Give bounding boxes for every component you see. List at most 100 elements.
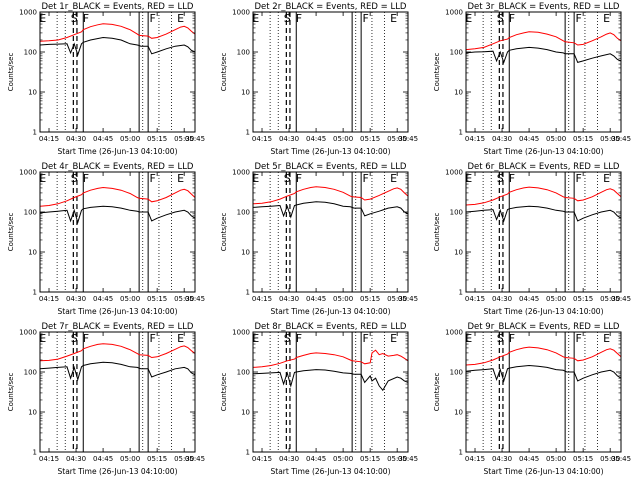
event-mark: E bbox=[603, 12, 610, 25]
event-mark: S bbox=[497, 172, 504, 185]
y-tick-label: 100 bbox=[237, 209, 250, 217]
events-series-line bbox=[465, 205, 622, 223]
y-axis-label: Counts/sec bbox=[433, 53, 441, 92]
x-tick-label: 04:15 bbox=[39, 455, 59, 463]
x-tick-label: 05:30 bbox=[174, 295, 194, 303]
event-mark: S bbox=[284, 332, 291, 345]
event-mark: F bbox=[362, 332, 368, 345]
event-mark: E bbox=[177, 332, 184, 345]
lld-series-line bbox=[39, 23, 196, 42]
y-axis-label: Counts/sec bbox=[433, 213, 441, 252]
events-series-line bbox=[465, 364, 622, 383]
plot-frame bbox=[252, 171, 409, 293]
x-tick-label: 05:30 bbox=[174, 135, 194, 143]
x-tick-label: 05:00 bbox=[333, 455, 353, 463]
lld-series-line bbox=[39, 343, 196, 362]
y-tick-label: 10 bbox=[28, 249, 37, 257]
x-axis-label: Start Time (26-Jun-13 04:10:00) bbox=[58, 307, 178, 316]
x-tick-label: 05:15 bbox=[360, 455, 380, 463]
x-tick-label: 05:15 bbox=[573, 135, 593, 143]
x-tick-label: 05:45 bbox=[185, 295, 205, 303]
plot-frame bbox=[39, 11, 196, 133]
plot-frame bbox=[465, 171, 622, 293]
y-tick-label: 1000 bbox=[445, 329, 463, 337]
y-tick-label: 1 bbox=[33, 129, 37, 137]
event-mark: F bbox=[509, 12, 515, 25]
x-tick-label: 05:00 bbox=[333, 135, 353, 143]
event-mark: S bbox=[497, 332, 504, 345]
event-mark: E bbox=[465, 332, 472, 345]
x-tick-label: 05:15 bbox=[147, 455, 167, 463]
events-series-line bbox=[465, 46, 622, 64]
events-series-line bbox=[39, 205, 196, 225]
event-mark: F bbox=[149, 332, 155, 345]
event-mark: F bbox=[83, 332, 89, 345]
event-mark: F bbox=[296, 12, 302, 25]
y-tick-label: 1 bbox=[33, 449, 37, 457]
y-tick-label: 1000 bbox=[19, 169, 37, 177]
events-series-line bbox=[252, 201, 409, 219]
x-axis-label: Start Time (26-Jun-13 04:10:00) bbox=[271, 467, 391, 476]
x-tick-label: 04:45 bbox=[519, 135, 539, 143]
event-mark: E bbox=[603, 332, 610, 345]
x-tick-label: 05:15 bbox=[360, 135, 380, 143]
x-tick-label: 04:30 bbox=[492, 455, 512, 463]
x-tick-label: 04:30 bbox=[66, 295, 86, 303]
x-tick-label: 05:45 bbox=[398, 135, 418, 143]
y-tick-label: 100 bbox=[24, 369, 37, 377]
y-axis-label: Counts/sec bbox=[7, 53, 15, 92]
event-mark: E bbox=[465, 172, 472, 185]
y-tick-label: 10 bbox=[28, 409, 37, 417]
x-tick-label: 05:30 bbox=[600, 135, 620, 143]
x-tick-label: 05:15 bbox=[573, 295, 593, 303]
x-tick-label: 05:00 bbox=[120, 135, 140, 143]
x-tick-label: 04:30 bbox=[66, 135, 86, 143]
y-tick-label: 1000 bbox=[445, 169, 463, 177]
detector-panel: Det 5r_BLACK = Events, RED = LLD Counts/s… bbox=[213, 160, 426, 320]
x-tick-label: 04:45 bbox=[93, 135, 113, 143]
plot-frame bbox=[252, 331, 409, 453]
x-axis-label: Start Time (26-Jun-13 04:10:00) bbox=[271, 307, 391, 316]
x-tick-label: 04:30 bbox=[492, 295, 512, 303]
plot-frame bbox=[465, 11, 622, 133]
detector-panel: Det 2r_BLACK = Events, RED = LLD Counts/s… bbox=[213, 0, 426, 160]
x-tick-label: 04:30 bbox=[279, 455, 299, 463]
x-axis-label: Start Time (26-Jun-13 04:10:00) bbox=[484, 307, 604, 316]
y-tick-label: 1 bbox=[459, 449, 463, 457]
detector-panel: Det 8r_BLACK = Events, RED = LLD Counts/s… bbox=[213, 320, 426, 480]
x-tick-label: 05:00 bbox=[546, 135, 566, 143]
y-tick-label: 10 bbox=[28, 89, 37, 97]
x-tick-label: 05:15 bbox=[360, 295, 380, 303]
event-mark: F bbox=[575, 332, 581, 345]
x-axis-label: Start Time (26-Jun-13 04:10:00) bbox=[58, 467, 178, 476]
x-tick-label: 05:30 bbox=[174, 455, 194, 463]
x-tick-label: 05:00 bbox=[120, 295, 140, 303]
x-tick-label: 05:15 bbox=[147, 135, 167, 143]
detector-panel: Det 6r_BLACK = Events, RED = LLD Counts/s… bbox=[426, 160, 639, 320]
x-tick-label: 04:45 bbox=[93, 295, 113, 303]
event-mark: E bbox=[390, 172, 397, 185]
y-tick-label: 1000 bbox=[232, 9, 250, 17]
plot-frame bbox=[465, 331, 622, 453]
event-mark: F bbox=[362, 12, 368, 25]
y-axis-label: Counts/sec bbox=[7, 213, 15, 252]
x-axis-label: Start Time (26-Jun-13 04:10:00) bbox=[271, 147, 391, 156]
lld-series-line bbox=[252, 349, 409, 368]
event-mark: E bbox=[465, 12, 472, 25]
x-tick-label: 05:15 bbox=[573, 455, 593, 463]
y-tick-label: 100 bbox=[237, 369, 250, 377]
events-series-line bbox=[252, 369, 409, 392]
event-mark: E bbox=[39, 12, 46, 25]
lld-series-line bbox=[465, 346, 622, 366]
panel-title: Det 3r_BLACK = Events, RED = LLD bbox=[468, 2, 620, 12]
event-mark: S bbox=[497, 12, 504, 25]
x-axis-label: Start Time (26-Jun-13 04:10:00) bbox=[58, 147, 178, 156]
x-tick-label: 05:45 bbox=[611, 135, 631, 143]
lld-series-line bbox=[465, 186, 622, 206]
y-tick-label: 1 bbox=[33, 289, 37, 297]
x-axis-label: Start Time (26-Jun-13 04:10:00) bbox=[484, 147, 604, 156]
event-mark: E bbox=[390, 12, 397, 25]
event-mark: F bbox=[296, 172, 302, 185]
x-tick-label: 04:15 bbox=[465, 295, 485, 303]
